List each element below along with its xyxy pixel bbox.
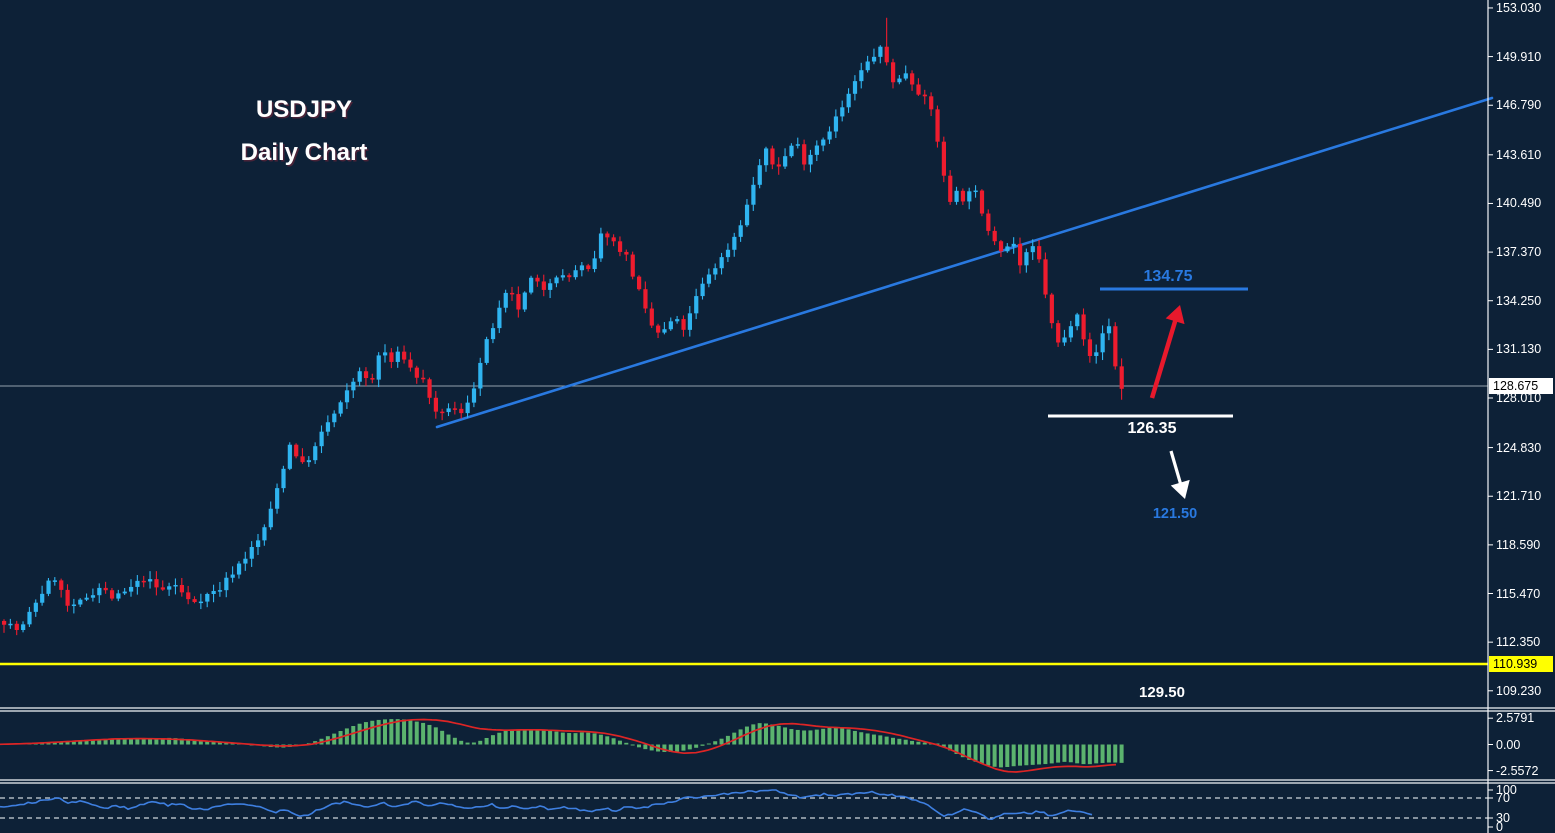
macd-tick-label: 0.00 [1496,737,1521,752]
level-note-label[interactable]: 129.50 [1139,684,1185,701]
price-tick-label: 115.470 [1496,586,1541,601]
downside-target-label[interactable]: 121.50 [1152,506,1198,522]
macd-tick-label: 2.5791 [1496,711,1535,726]
rsi-tick-label: 70 [1496,791,1510,805]
price-tick-label: 137.370 [1496,245,1542,260]
price-tick-label: 118.590 [1496,537,1541,552]
symbol-title: USDJPY [255,96,353,123]
price-tick-label: 121.710 [1496,489,1542,504]
bearish-arrow[interactable] [1169,450,1190,499]
price-tick-label: 109.230 [1496,683,1542,698]
marked-price-tag[interactable]: 110.939 [1489,656,1553,672]
current-price-tag: 128.675 [1489,378,1553,394]
resistance-level-label[interactable]: 134.75 [1143,268,1193,285]
rsi-tick-label: 100 [1496,783,1517,797]
ascending-trendline[interactable] [435,96,1494,429]
price-tick-label: 153.030 [1496,0,1542,15]
candles-layer [2,17,1124,636]
macd-tick-label: -2.5572 [1496,763,1539,778]
price-tick-label: 143.610 [1496,147,1542,162]
price-tick-label: 134.250 [1496,293,1542,308]
price-tick-label: 124.830 [1496,440,1542,455]
chart-title: USDJPY Daily Chart [228,98,380,165]
rsi-tick-label: 30 [1496,811,1510,825]
rsi-line [0,789,1093,821]
price-tick-label: 149.910 [1496,49,1542,64]
timeframe-title: Daily Chart [240,139,368,166]
bullish-arrow[interactable] [1149,305,1185,399]
price-tick-label: 128.010 [1496,391,1542,405]
support-level-label[interactable]: 126.35 [1127,420,1177,437]
macd-signal-line [0,718,1117,773]
price-tick-label: 146.790 [1496,98,1542,113]
price-tick-label: 112.350 [1496,635,1541,650]
price-tick-label: 131.130 [1496,342,1542,357]
rsi-tick-label: 0 [1496,820,1503,833]
price-tick-label: 140.490 [1496,196,1542,211]
